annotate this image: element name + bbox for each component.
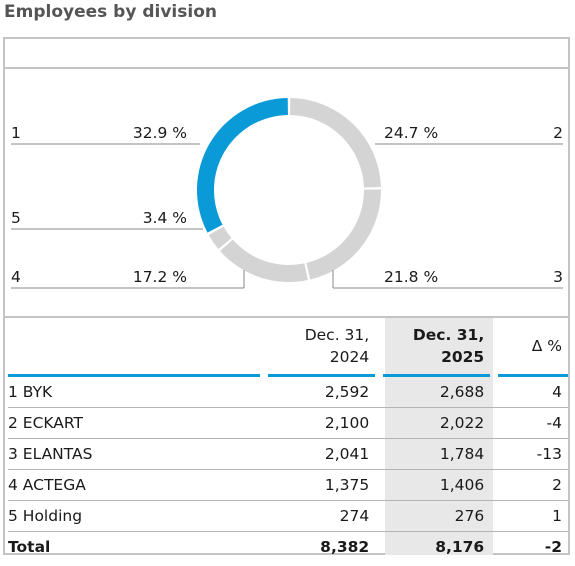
segment-value-label: 21.8 %	[384, 268, 438, 286]
value-2024: 2,041	[267, 439, 376, 470]
divider	[3, 316, 570, 318]
division-name: 4 ACTEGA	[8, 470, 261, 501]
value-2025: 1,406	[382, 470, 491, 501]
division-name: 3 ELANTAS	[8, 439, 261, 470]
chart-frame	[3, 37, 570, 555]
segment-value-label: 3.4 %	[143, 209, 187, 227]
segment-id-label: 1	[11, 124, 21, 142]
division-name: 2 ECKART	[8, 408, 261, 439]
donut-segment-1	[196, 98, 288, 233]
segment-id-label: 5	[11, 209, 21, 227]
value-delta: -4	[497, 408, 568, 439]
segment-value-label: 17.2 %	[133, 268, 187, 286]
value-2025: 2,688	[382, 377, 491, 408]
value-2025: 1,784	[382, 439, 491, 470]
donut-segment-2	[290, 98, 381, 188]
employees-table: Dec. 31, 2024 Dec. 31, 2025 Δ % 1 BYK 2,…	[8, 318, 568, 562]
divider	[3, 67, 570, 69]
header-2025-line2: 2025	[441, 348, 485, 366]
table-row: 3 ELANTAS 2,041 1,784 -13	[8, 439, 568, 470]
donut-segment-4	[220, 239, 308, 282]
total-label: Total	[8, 538, 51, 556]
table-header-row: Dec. 31, 2024 Dec. 31, 2025 Δ %	[8, 318, 568, 377]
table-row: 5 Holding 274 276 1	[8, 501, 568, 532]
donut-segment-5	[208, 226, 232, 249]
division-name: 1 BYK	[8, 377, 261, 408]
value-delta: -13	[497, 439, 568, 470]
header-2024: Dec. 31, 2024	[267, 318, 376, 377]
value-delta: 4	[497, 377, 568, 408]
value-2024: 1,375	[267, 470, 376, 501]
header-2025: Dec. 31, 2025	[382, 318, 491, 377]
table-row: 2 ECKART 2,100 2,022 -4	[8, 408, 568, 439]
total-delta: -2	[544, 538, 562, 556]
header-division	[8, 318, 261, 377]
table-row: 1 BYK 2,592 2,688 4	[8, 377, 568, 408]
header-2025-line1: Dec. 31,	[412, 326, 485, 344]
value-2024: 2,592	[267, 377, 376, 408]
chart-title: Employees by division	[4, 2, 217, 22]
segment-id-label: 3	[553, 268, 563, 286]
value-2025: 276	[382, 501, 491, 532]
header-delta: Δ %	[497, 318, 568, 377]
segment-value-label: 32.9 %	[133, 124, 187, 142]
segment-id-label: 4	[11, 268, 21, 286]
donut-chart: 1 32.9 % 5 3.4 % 4 17.2 % 24.7 % 2 21.8 …	[11, 98, 563, 289]
segment-id-label: 2	[553, 124, 563, 142]
current-year-highlight	[385, 318, 493, 555]
table-total-row: Total 8,382 8,176 -2	[8, 532, 568, 562]
total-2024: 8,382	[320, 538, 370, 556]
value-delta: 2	[497, 470, 568, 501]
segment-value-label: 24.7 %	[384, 124, 438, 142]
division-name: 5 Holding	[8, 501, 261, 532]
value-2024: 274	[267, 501, 376, 532]
table-row: 4 ACTEGA 1,375 1,406 2	[8, 470, 568, 501]
total-2025: 8,176	[435, 538, 485, 556]
header-2024-line1: Dec. 31,	[304, 326, 370, 344]
value-2024: 2,100	[267, 408, 376, 439]
value-delta: 1	[497, 501, 568, 532]
donut-segment-3	[306, 189, 381, 280]
value-2025: 2,022	[382, 408, 491, 439]
header-2024-line2: 2024	[329, 348, 370, 366]
